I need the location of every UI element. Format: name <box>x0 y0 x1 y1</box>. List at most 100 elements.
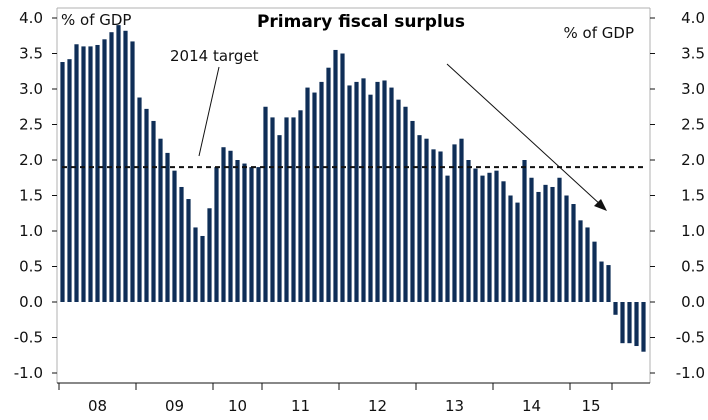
bar <box>487 172 492 302</box>
bar <box>382 80 387 302</box>
bar <box>494 170 499 302</box>
target-annotation-label: 2014 target <box>170 47 259 65</box>
bar <box>585 227 590 302</box>
bar <box>634 302 639 347</box>
y-tick-label-right: 2.0 <box>681 151 705 169</box>
bar <box>396 99 401 303</box>
bar <box>172 170 177 302</box>
bar <box>277 135 282 302</box>
bar <box>368 94 373 303</box>
bar <box>130 41 135 303</box>
bar <box>403 106 408 302</box>
bar <box>312 92 317 302</box>
bar <box>67 59 72 303</box>
x-tick-label: 08 <box>88 397 107 415</box>
bar <box>151 120 156 302</box>
x-tick-label: 11 <box>291 397 310 415</box>
bar <box>263 106 268 302</box>
bar <box>361 78 366 302</box>
x-tick-label: 09 <box>165 397 184 415</box>
bar <box>438 151 443 302</box>
bar <box>641 302 646 352</box>
bar <box>452 144 457 302</box>
y-tick-label-left: -0.5 <box>14 329 43 347</box>
bar <box>592 241 597 302</box>
bar <box>284 117 289 303</box>
bar <box>165 152 170 302</box>
y-axis-unit-left: % of GDP <box>61 11 131 29</box>
x-tick-label: 10 <box>228 397 247 415</box>
bar <box>431 149 436 302</box>
plot-area <box>60 25 646 352</box>
bar <box>326 67 331 302</box>
bar <box>627 302 632 344</box>
bar <box>333 49 338 303</box>
bar <box>242 163 247 302</box>
bar <box>557 177 562 302</box>
y-tick-label-right: 3.0 <box>681 80 705 98</box>
y-tick-label-left: 1.5 <box>19 187 43 205</box>
bar <box>88 46 93 303</box>
bar <box>144 108 149 302</box>
bar <box>137 97 142 303</box>
bar <box>305 87 310 302</box>
bar <box>599 261 604 302</box>
bar <box>200 235 205 302</box>
bar <box>501 181 506 302</box>
y-tick-label-right: 3.5 <box>681 45 705 63</box>
bar <box>410 120 415 302</box>
y-axis-unit-right: % of GDP <box>564 24 634 42</box>
bar <box>193 227 198 302</box>
y-tick-label-right: 2.5 <box>681 116 705 134</box>
bar <box>480 175 485 302</box>
bar <box>95 44 100 302</box>
bar <box>158 138 163 302</box>
bar <box>620 302 625 344</box>
bar <box>221 147 226 302</box>
y-tick-label-left: 3.5 <box>19 45 43 63</box>
bar <box>543 184 548 302</box>
bar <box>515 202 520 302</box>
bar <box>354 81 359 303</box>
bar <box>522 160 527 302</box>
bar <box>179 186 184 302</box>
bar <box>249 167 254 302</box>
y-tick-label-right: 4.0 <box>681 9 705 27</box>
bar <box>291 117 296 303</box>
y-tick-label-right: -0.5 <box>676 329 705 347</box>
y-tick-label-right: 1.0 <box>681 222 705 240</box>
bar <box>81 46 86 303</box>
bar <box>550 186 555 302</box>
x-tick-label: 12 <box>368 397 387 415</box>
y-tick-label-right: -1.0 <box>676 364 705 382</box>
bar <box>564 195 569 302</box>
y-tick-label-left: 1.0 <box>19 222 43 240</box>
bar <box>571 204 576 302</box>
trend-arrow-line <box>446 63 603 207</box>
y-tick-label-left: 0.0 <box>19 293 43 311</box>
y-tick-label-left: 3.0 <box>19 80 43 98</box>
bar <box>606 265 611 302</box>
bar <box>74 44 79 303</box>
bar <box>186 199 191 302</box>
bar <box>347 85 352 302</box>
y-tick-label-right: 0.5 <box>681 258 705 276</box>
bar <box>116 25 121 302</box>
y-tick-label-left: 0.5 <box>19 258 43 276</box>
bar <box>466 160 471 302</box>
x-tick-label: 14 <box>522 397 541 415</box>
x-tick-label: 15 <box>581 397 600 415</box>
bar <box>207 208 212 302</box>
y-tick-label-left: 2.0 <box>19 151 43 169</box>
trend-arrow-head <box>594 199 607 211</box>
y-tick-label-right: 0.0 <box>681 293 705 311</box>
bar <box>529 177 534 302</box>
bar <box>375 81 380 303</box>
chart-title: Primary fiscal surplus <box>257 12 465 32</box>
bar <box>445 175 450 302</box>
bar <box>473 168 478 302</box>
bar <box>508 195 513 302</box>
bar <box>417 135 422 302</box>
y-tick-label-left: 4.0 <box>19 9 43 27</box>
